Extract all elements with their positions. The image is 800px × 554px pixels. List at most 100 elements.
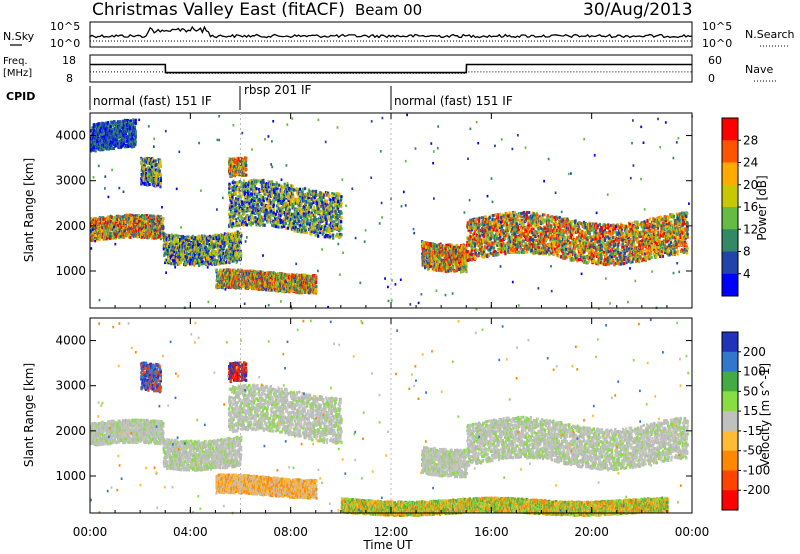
data-cell: [166, 243, 169, 247]
data-cell: [132, 235, 135, 238]
data-cell: [230, 243, 233, 247]
power-scatter-cells: [90, 113, 694, 311]
data-cell: [222, 234, 225, 238]
data-cell: [223, 241, 226, 245]
data-cell: [179, 238, 182, 241]
data-cell: [120, 229, 123, 233]
data-cell: [155, 236, 158, 240]
data-cell: [174, 253, 178, 257]
data-cell: [215, 259, 218, 263]
data-cell: [306, 222, 309, 225]
data-cell: [238, 212, 241, 216]
data-cell: [219, 245, 222, 249]
data-cell: [228, 236, 231, 240]
data-cell: [196, 239, 199, 243]
data-cell: [201, 255, 204, 259]
data-cell: [194, 250, 197, 254]
data-cell: [278, 193, 281, 197]
data-cell: [255, 187, 258, 191]
data-cell: [113, 219, 116, 223]
data-cell: [134, 228, 137, 232]
data-cell: [233, 214, 236, 217]
data-cell: [128, 235, 131, 239]
data-cell: [193, 244, 196, 248]
data-cell: [177, 241, 180, 245]
data-cell: [238, 252, 241, 256]
data-cell: [340, 216, 343, 220]
data-cell: [322, 193, 326, 197]
data-cell: [202, 260, 205, 264]
data-cell: [232, 224, 235, 228]
data-cell: [329, 207, 332, 211]
data-cell: [203, 261, 206, 265]
data-cell: [125, 213, 128, 217]
data-cell: [140, 219, 143, 223]
data-cell: [201, 252, 204, 256]
data-cell: [114, 216, 117, 220]
data-cell: [128, 233, 131, 237]
data-cell: [202, 239, 206, 243]
data-cell: [206, 255, 209, 259]
data-cell: [157, 230, 160, 234]
data-cell: [232, 238, 235, 242]
data-cell: [109, 236, 112, 240]
data-cell: [140, 227, 143, 231]
data-cell: [95, 219, 98, 223]
data-cell: [101, 236, 104, 240]
data-cell: [112, 218, 115, 222]
data-cell: [248, 197, 251, 201]
data-cell: [166, 259, 170, 263]
cpid-segment-3: normal (fast) 151 IF: [394, 94, 513, 108]
data-cell: [159, 224, 162, 228]
data-cell: [242, 182, 245, 185]
data-cell: [130, 218, 133, 222]
data-cell: [238, 205, 241, 209]
data-cell: [117, 221, 120, 225]
data-cell: [263, 223, 266, 227]
data-cell: [238, 219, 241, 223]
data-cell: [237, 212, 240, 216]
data-cell: [275, 225, 278, 229]
data-cell: [237, 198, 240, 201]
data-cell: [125, 233, 128, 237]
data-cell: [233, 255, 236, 259]
cpid-segment-2: rbsp 201 IF: [244, 83, 311, 97]
data-cell: [325, 200, 328, 204]
data-cell: [130, 221, 133, 225]
data-cell: [179, 240, 183, 244]
data-cell: [147, 228, 150, 232]
data-cell: [152, 231, 155, 235]
data-cell: [235, 187, 238, 191]
data-cell: [144, 214, 147, 218]
data-cell: [229, 185, 232, 189]
data-cell: [157, 235, 160, 239]
data-cell: [228, 208, 231, 212]
data-cell: [258, 211, 262, 215]
data-cell: [239, 238, 242, 242]
data-cell: [220, 249, 224, 253]
data-cell: [233, 205, 236, 208]
data-cell: [153, 226, 156, 230]
data-cell: [137, 217, 140, 221]
data-cell: [241, 183, 244, 187]
data-cell: [313, 222, 316, 226]
data-cell: [181, 253, 184, 257]
data-cell: [177, 236, 180, 240]
data-cell: [143, 229, 146, 233]
data-cell: [180, 236, 183, 240]
data-cell: [312, 205, 315, 209]
data-cell: [164, 245, 167, 249]
data-cell: [298, 219, 301, 223]
data-cell: [210, 244, 213, 248]
data-cell: [101, 225, 104, 229]
data-cell: [139, 219, 142, 223]
data-cell: [170, 249, 173, 253]
data-cell: [103, 228, 106, 232]
data-cell: [215, 233, 218, 237]
data-cell: [176, 258, 179, 262]
data-cell: [317, 234, 320, 238]
data-cell: [243, 209, 246, 212]
data-cell: [240, 214, 243, 218]
data-cell: [284, 222, 287, 226]
